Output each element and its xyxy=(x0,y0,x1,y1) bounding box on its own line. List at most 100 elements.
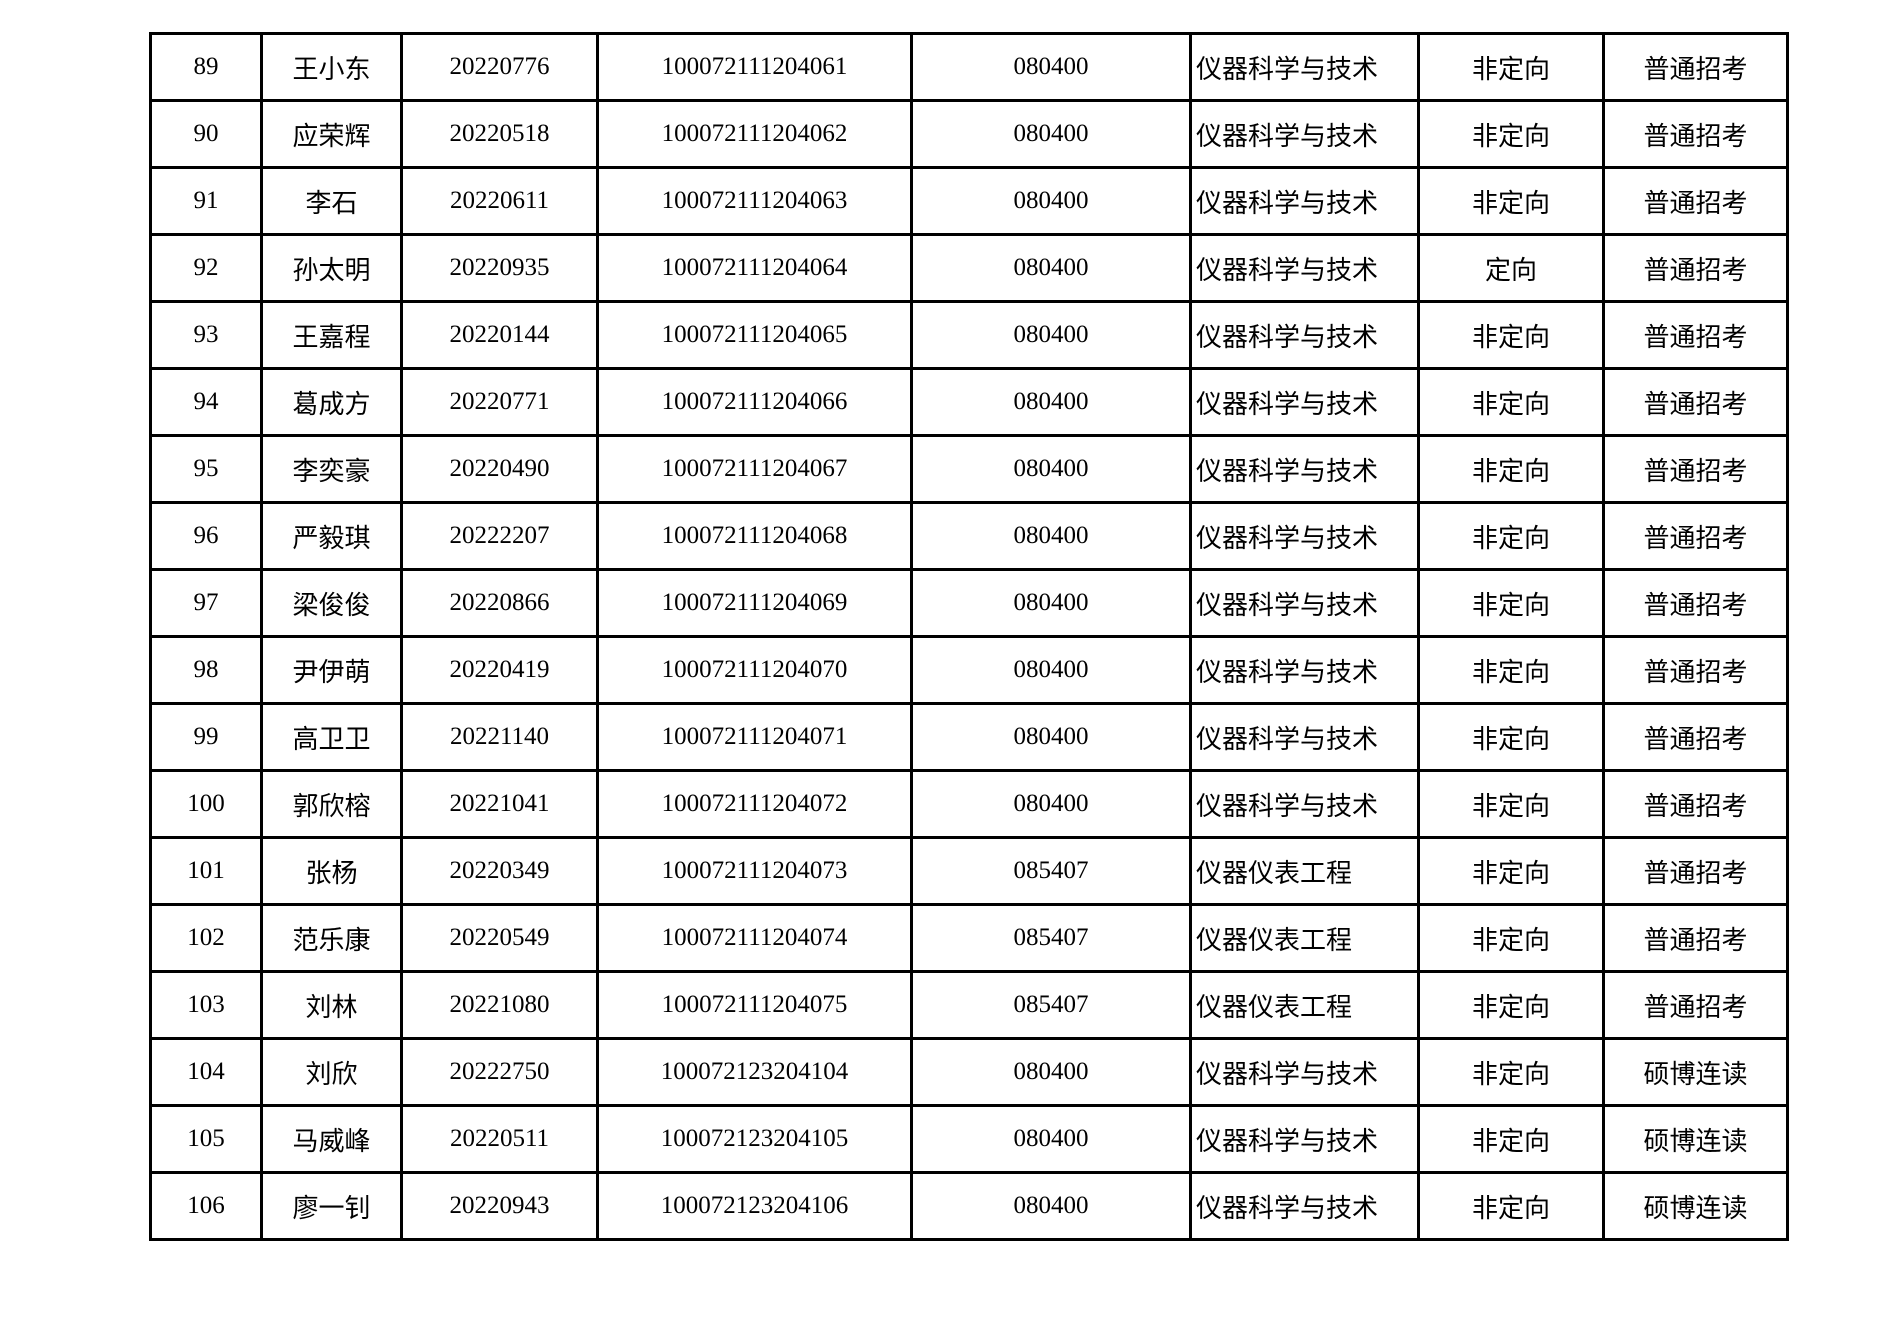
student-id-cell: 100072111204074 xyxy=(596,903,913,973)
table-row: 93 王嘉程 20220144 100072111204065 080400 仪器科学与技… xyxy=(149,300,1789,370)
row-number-cell: 99 xyxy=(149,702,263,772)
admission-type-cell: 普通招考 xyxy=(1602,769,1789,839)
student-name-cell: 廖一钊 xyxy=(260,1171,403,1241)
exam-number-cell: 20221080 xyxy=(400,970,599,1040)
exam-number-cell: 20220771 xyxy=(400,367,599,437)
student-name-cell: 王小东 xyxy=(260,32,403,102)
table-body: 89 王小东 20220776 100072111204061 080400 仪器科学与技… xyxy=(149,32,1789,1241)
major-code-cell: 080400 xyxy=(910,501,1192,571)
row-number-cell: 106 xyxy=(149,1171,263,1241)
exam-number-cell: 20220549 xyxy=(400,903,599,973)
row-number-cell: 95 xyxy=(149,434,263,504)
training-type-cell: 非定向 xyxy=(1417,903,1605,973)
student-name-cell: 尹伊萌 xyxy=(260,635,403,705)
admission-type-cell: 普通招考 xyxy=(1602,568,1789,638)
major-name-cell: 仪器科学与技术 xyxy=(1189,434,1420,504)
student-id-cell: 100072123204106 xyxy=(596,1171,913,1241)
training-type-cell: 非定向 xyxy=(1417,166,1605,236)
major-code-cell: 080400 xyxy=(910,99,1192,169)
training-type-cell: 非定向 xyxy=(1417,635,1605,705)
admission-type-cell: 普通招考 xyxy=(1602,32,1789,102)
major-name-cell: 仪器科学与技术 xyxy=(1189,1104,1420,1174)
table-row: 95 李奕豪 20220490 100072111204067 080400 仪器科学与技… xyxy=(149,434,1789,504)
major-name-cell: 仪器科学与技术 xyxy=(1189,501,1420,571)
admission-type-cell: 普通招考 xyxy=(1602,836,1789,906)
training-type-cell: 非定向 xyxy=(1417,99,1605,169)
training-type-cell: 非定向 xyxy=(1417,1037,1605,1107)
training-type-cell: 非定向 xyxy=(1417,501,1605,571)
row-number-cell: 103 xyxy=(149,970,263,1040)
student-id-cell: 100072111204072 xyxy=(596,769,913,839)
student-id-cell: 100072111204062 xyxy=(596,99,913,169)
major-code-cell: 085407 xyxy=(910,836,1192,906)
admission-type-cell: 普通招考 xyxy=(1602,300,1789,370)
student-name-cell: 应荣辉 xyxy=(260,99,403,169)
exam-number-cell: 20222750 xyxy=(400,1037,599,1107)
major-code-cell: 080400 xyxy=(910,635,1192,705)
admission-type-cell: 硕博连读 xyxy=(1602,1037,1789,1107)
training-type-cell: 定向 xyxy=(1417,233,1605,303)
major-code-cell: 080400 xyxy=(910,769,1192,839)
exam-number-cell: 20220943 xyxy=(400,1171,599,1241)
student-name-cell: 范乐康 xyxy=(260,903,403,973)
major-code-cell: 085407 xyxy=(910,903,1192,973)
major-code-cell: 085407 xyxy=(910,970,1192,1040)
major-name-cell: 仪器科学与技术 xyxy=(1189,769,1420,839)
table-row: 92 孙太明 20220935 100072111204064 080400 仪器科学与技… xyxy=(149,233,1789,303)
table-row: 104 刘欣 20222750 100072123204104 080400 仪器科学与技… xyxy=(149,1037,1789,1107)
major-name-cell: 仪器科学与技术 xyxy=(1189,702,1420,772)
row-number-cell: 94 xyxy=(149,367,263,437)
admission-type-cell: 普通招考 xyxy=(1602,501,1789,571)
major-name-cell: 仪器仪表工程 xyxy=(1189,970,1420,1040)
major-name-cell: 仪器科学与技术 xyxy=(1189,233,1420,303)
exam-number-cell: 20220935 xyxy=(400,233,599,303)
student-name-cell: 李奕豪 xyxy=(260,434,403,504)
student-name-cell: 马威峰 xyxy=(260,1104,403,1174)
major-name-cell: 仪器科学与技术 xyxy=(1189,635,1420,705)
training-type-cell: 非定向 xyxy=(1417,769,1605,839)
student-id-cell: 100072111204071 xyxy=(596,702,913,772)
table-row: 103 刘林 20221080 100072111204075 085407 仪器仪表工程… xyxy=(149,970,1789,1040)
admission-type-cell: 普通招考 xyxy=(1602,367,1789,437)
student-name-cell: 梁俊俊 xyxy=(260,568,403,638)
major-code-cell: 080400 xyxy=(910,434,1192,504)
student-name-cell: 王嘉程 xyxy=(260,300,403,370)
student-name-cell: 郭欣榕 xyxy=(260,769,403,839)
major-code-cell: 080400 xyxy=(910,1037,1192,1107)
admission-type-cell: 硕博连读 xyxy=(1602,1104,1789,1174)
row-number-cell: 97 xyxy=(149,568,263,638)
major-code-cell: 080400 xyxy=(910,166,1192,236)
student-id-cell: 100072123204104 xyxy=(596,1037,913,1107)
exam-number-cell: 20220866 xyxy=(400,568,599,638)
row-number-cell: 96 xyxy=(149,501,263,571)
major-code-cell: 080400 xyxy=(910,233,1192,303)
major-name-cell: 仪器科学与技术 xyxy=(1189,32,1420,102)
admission-type-cell: 硕博连读 xyxy=(1602,1171,1789,1241)
table-row: 96 严毅琪 20222207 100072111204068 080400 仪器科学与技… xyxy=(149,501,1789,571)
exam-number-cell: 20220776 xyxy=(400,32,599,102)
exam-number-cell: 20220511 xyxy=(400,1104,599,1174)
major-name-cell: 仪器仪表工程 xyxy=(1189,903,1420,973)
student-id-cell: 100072111204066 xyxy=(596,367,913,437)
major-name-cell: 仪器科学与技术 xyxy=(1189,568,1420,638)
major-name-cell: 仪器仪表工程 xyxy=(1189,836,1420,906)
admission-type-cell: 普通招考 xyxy=(1602,99,1789,169)
table-row: 94 葛成方 20220771 100072111204066 080400 仪器科学与技… xyxy=(149,367,1789,437)
major-code-cell: 080400 xyxy=(910,1104,1192,1174)
row-number-cell: 98 xyxy=(149,635,263,705)
admission-type-cell: 普通招考 xyxy=(1602,434,1789,504)
table-row: 99 高卫卫 20221140 100072111204071 080400 仪器科学与技… xyxy=(149,702,1789,772)
row-number-cell: 105 xyxy=(149,1104,263,1174)
admission-type-cell: 普通招考 xyxy=(1602,635,1789,705)
student-name-cell: 李石 xyxy=(260,166,403,236)
table-row: 100 郭欣榕 20221041 100072111204072 080400 仪器科学与… xyxy=(149,769,1789,839)
training-type-cell: 非定向 xyxy=(1417,1104,1605,1174)
major-name-cell: 仪器科学与技术 xyxy=(1189,1037,1420,1107)
major-name-cell: 仪器科学与技术 xyxy=(1189,99,1420,169)
row-number-cell: 102 xyxy=(149,903,263,973)
exam-number-cell: 20220611 xyxy=(400,166,599,236)
row-number-cell: 100 xyxy=(149,769,263,839)
table-row: 97 梁俊俊 20220866 100072111204069 080400 仪器科学与技… xyxy=(149,568,1789,638)
major-code-cell: 080400 xyxy=(910,1171,1192,1241)
major-code-cell: 080400 xyxy=(910,300,1192,370)
